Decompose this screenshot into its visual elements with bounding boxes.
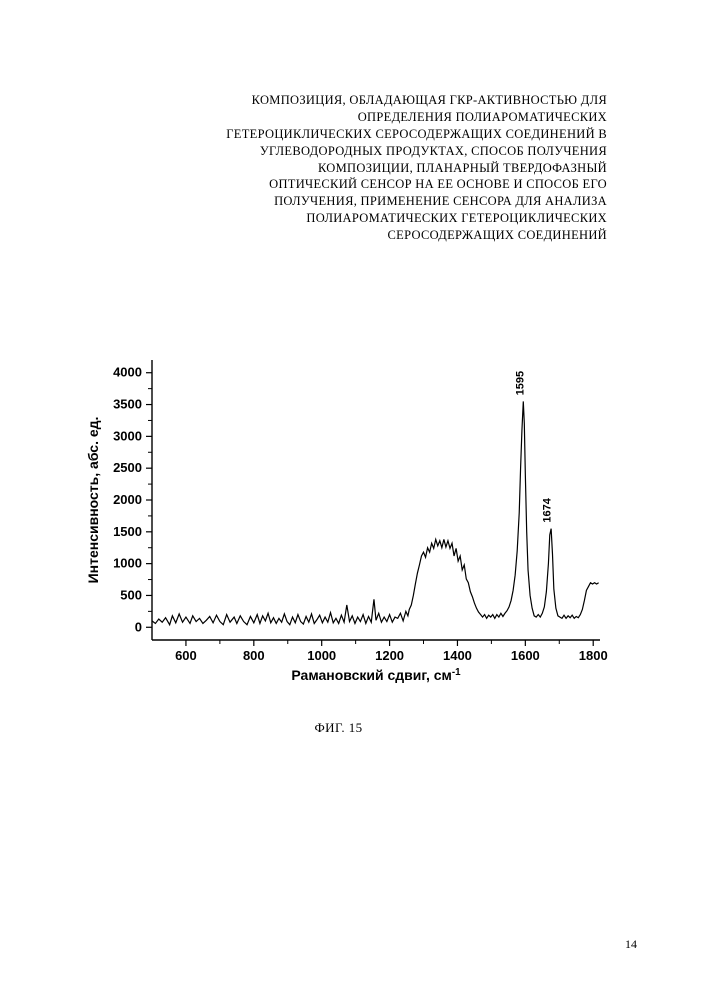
svg-text:1500: 1500: [113, 524, 142, 539]
title-line: СЕРОСОДЕРЖАЩИХ СОЕДИНЕНИЙ: [100, 227, 607, 244]
svg-text:1200: 1200: [375, 648, 404, 663]
title-line: УГЛЕВОДОРОДНЫХ ПРОДУКТАХ, СПОСОБ ПОЛУЧЕН…: [100, 143, 607, 160]
svg-text:1595: 1595: [515, 371, 527, 395]
svg-text:3500: 3500: [113, 397, 142, 412]
svg-text:2000: 2000: [113, 492, 142, 507]
svg-text:1000: 1000: [113, 556, 142, 571]
title-line: ПОЛУЧЕНИЯ, ПРИМЕНЕНИЕ СЕНСОРА ДЛЯ АНАЛИЗ…: [100, 193, 607, 210]
svg-text:2500: 2500: [113, 460, 142, 475]
svg-text:Рамановский сдвиг, см-1: Рамановский сдвиг, см-1: [291, 667, 461, 684]
page-number: 14: [625, 937, 637, 952]
title-line: КОМПОЗИЦИЯ, ОБЛАДАЮЩАЯ ГКР-АКТИВНОСТЬЮ Д…: [100, 92, 607, 109]
title-line: ОПРЕДЕЛЕНИЯ ПОЛИАРОМАТИЧЕСКИХ: [100, 109, 607, 126]
svg-text:600: 600: [175, 648, 197, 663]
title-line: КОМПОЗИЦИИ, ПЛАНАРНЫЙ ТВЕРДОФАЗНЫЙ: [100, 160, 607, 177]
title-line: ОПТИЧЕСКИЙ СЕНСОР НА ЕЕ ОСНОВЕ И СПОСОБ …: [100, 176, 607, 193]
svg-text:4000: 4000: [113, 365, 142, 380]
svg-text:0: 0: [135, 619, 142, 634]
svg-text:1000: 1000: [307, 648, 336, 663]
svg-text:1800: 1800: [579, 648, 608, 663]
title-line: ГЕТЕРОЦИКЛИЧЕСКИХ СЕРОСОДЕРЖАЩИХ СОЕДИНЕ…: [100, 126, 607, 143]
svg-text:1400: 1400: [443, 648, 472, 663]
svg-text:Интенсивность, абс. ед.: Интенсивность, абс. ед.: [85, 417, 101, 584]
svg-text:1674: 1674: [541, 497, 553, 522]
svg-text:3000: 3000: [113, 428, 142, 443]
svg-text:1600: 1600: [511, 648, 540, 663]
svg-text:800: 800: [243, 648, 265, 663]
svg-text:500: 500: [120, 587, 142, 602]
figure-caption: ФИГ. 15: [0, 720, 677, 736]
title-line: ПОЛИАРОМАТИЧЕСКИХ ГЕТЕРОЦИКЛИЧЕСКИХ: [100, 210, 607, 227]
title-block: КОМПОЗИЦИЯ, ОБЛАДАЮЩАЯ ГКР-АКТИВНОСТЬЮ Д…: [100, 92, 607, 244]
raman-spectrum-chart: 600 800 1000 1200 1400 1600 1800 0 500 1000 1500 20…: [80, 350, 620, 690]
